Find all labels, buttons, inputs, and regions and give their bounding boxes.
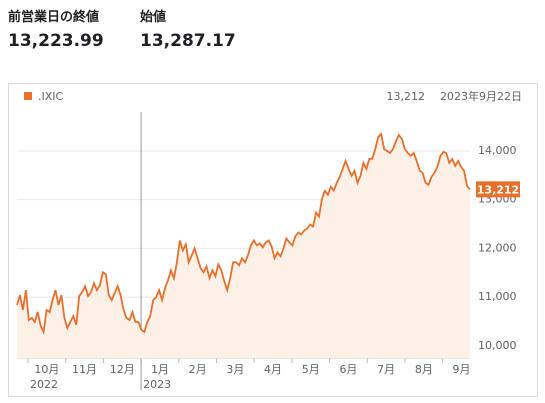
latest-value: 13,212 [387,90,426,103]
x-tick-label: 9月 [453,363,471,376]
stat: 前営業日の終値 13,223.99 [8,6,104,51]
x-tick-label: 5月 [302,363,320,376]
year-label: 2022 [30,378,58,391]
stat-label: 前営業日の終値 [8,10,100,25]
stat-value: 13,223.99 [8,31,104,51]
area [17,134,470,358]
stat: 始値 13,287.17 [140,6,236,51]
y-tick-label: 10,000 [478,339,517,352]
x-tick-label: 10月 [34,363,59,376]
x-tick-label: 3月 [226,363,244,376]
y-tick-label: 12,000 [478,241,517,254]
x-tick-label: 8月 [415,363,433,376]
year-label: 2023 [143,378,171,391]
x-tick-label: 12月 [110,363,135,376]
x-tick-label: 11月 [72,363,97,376]
x-tick-label: 4月 [264,363,282,376]
x-tick-label: 1月 [151,363,169,376]
price-tag [476,181,520,198]
y-tick-label: 14,000 [478,144,517,157]
legend-swatch [24,92,32,100]
legend-label: .IXIC [38,90,64,103]
line [16,132,471,335]
chart-frame [8,83,538,397]
x-tick-label: 6月 [339,363,357,376]
x-tick-label: 2月 [189,363,207,376]
date: 2023年9月22日 [440,89,522,103]
stat-label: 始値 [140,10,167,25]
stat-value: 13,287.17 [140,31,236,51]
y-tick-label: 11,000 [478,290,517,303]
x-tick-label: 7月 [377,363,395,376]
price-tag-label: 13,212 [477,183,519,196]
